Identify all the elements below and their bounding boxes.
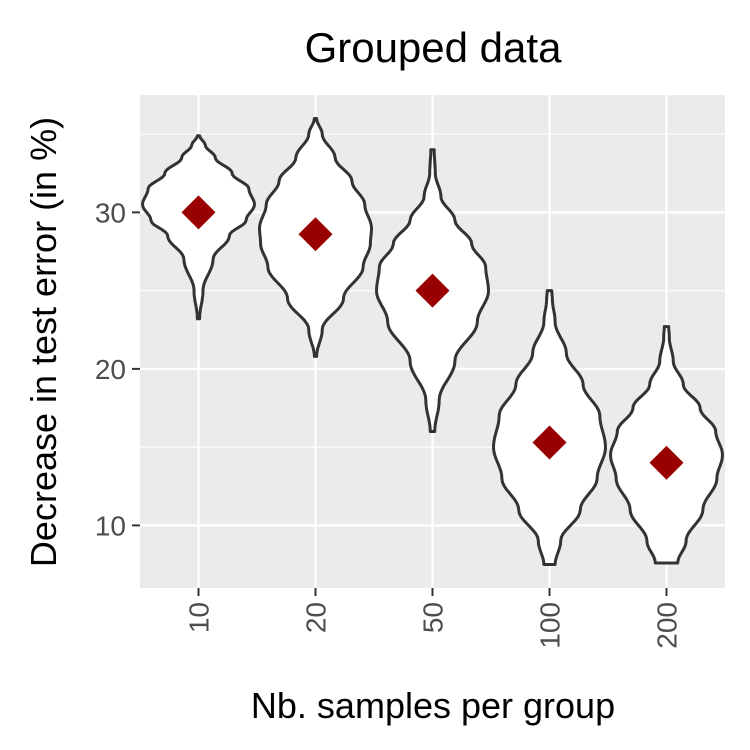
y-tick-label: 30 [95, 197, 126, 228]
mean-marker-10 [181, 195, 216, 230]
y-axis-title: Decrease in test error (in %) [23, 117, 64, 567]
mean-marker-200 [649, 445, 684, 480]
x-axis: 10 20 50 100 200 [184, 588, 683, 649]
violin-200 [609, 325, 724, 565]
chart-title: Grouped data [305, 24, 563, 71]
mean-marker-100 [532, 425, 567, 460]
mean-marker-50 [415, 273, 450, 308]
mean-markers [181, 195, 684, 480]
x-tick-label: 10 [184, 602, 215, 633]
y-axis: 10 20 30 [95, 197, 140, 541]
x-tick-label: 50 [418, 602, 449, 633]
x-axis-title: Nb. samples per group [251, 685, 615, 726]
x-tick-label: 200 [652, 602, 683, 649]
x-tick-label: 100 [535, 602, 566, 649]
y-tick-label: 20 [95, 354, 126, 385]
mean-marker-20 [298, 217, 333, 252]
x-tick-label: 20 [301, 602, 332, 633]
y-tick-label: 10 [95, 510, 126, 541]
